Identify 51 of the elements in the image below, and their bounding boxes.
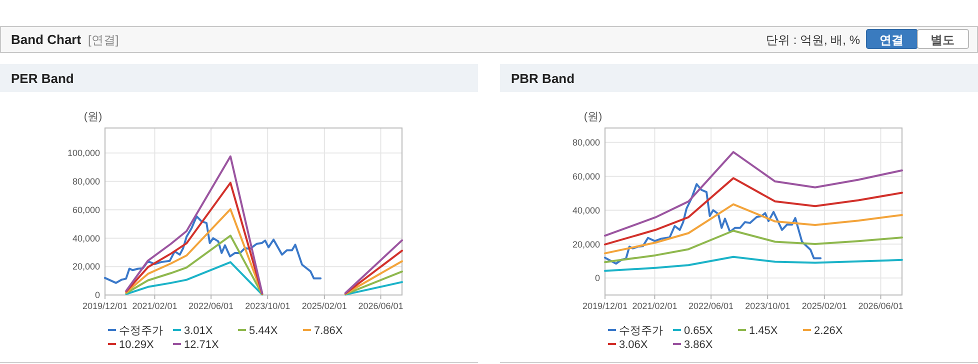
x-tick-label: 2023/10/01 [745, 301, 790, 311]
x-tick-label: 2022/06/01 [688, 301, 734, 311]
legend-label: 3.06X [619, 338, 648, 351]
y-tick-label: 20,000 [572, 239, 600, 250]
x-tick-label: 2026/06/01 [858, 301, 904, 311]
legend-label: 10.29X [119, 338, 155, 351]
text: 단위 : 억원, 배, % [766, 33, 860, 47]
text: Band Chart [11, 32, 82, 47]
y-tick-label: 60,000 [72, 204, 100, 215]
x-tick-label: 2026/06/01 [358, 301, 404, 311]
text: 별도 [930, 33, 954, 47]
x-tick-label: 2019/12/01 [582, 301, 628, 311]
legend-label: 3.01X [184, 324, 214, 337]
line-series [604, 177, 903, 246]
line-series [104, 215, 322, 284]
chart-title: PBR Band [511, 71, 575, 86]
legend-label: 1.45X [749, 324, 778, 337]
chart-title: PER Band [11, 71, 74, 86]
legend-label: 5.44X [249, 324, 278, 337]
x-tick-label: 2021/02/01 [632, 301, 678, 311]
text: [연결] [88, 33, 119, 47]
y-tick-label: 0 [594, 273, 600, 284]
x-tick-label: 2025/02/01 [802, 301, 847, 311]
y-tick-label: 80,000 [572, 138, 600, 148]
legend-label: 12.71X [184, 338, 220, 351]
y-tick-label: 60,000 [572, 171, 600, 182]
y-axis-title: (원) [584, 111, 602, 123]
legend-label: 2.26X [814, 324, 844, 337]
line-series [604, 230, 903, 264]
line-series [604, 256, 903, 272]
line-series [604, 151, 903, 237]
y-tick-label: 40,000 [72, 233, 100, 244]
legend-label: 수정주가 [619, 324, 663, 337]
line-series [604, 203, 903, 254]
line-series [604, 183, 822, 265]
legend-label: 3.86X [684, 338, 714, 351]
text: 연결 [880, 33, 904, 47]
y-tick-label: 0 [94, 290, 100, 300]
x-tick-label: 2019/12/01 [82, 301, 128, 311]
legend-label: 수정주가 [119, 324, 163, 337]
y-tick-label: 80,000 [72, 176, 100, 187]
x-tick-label: 2022/06/01 [188, 301, 234, 311]
x-tick-label: 2025/02/01 [302, 301, 347, 311]
y-axis-title: (원) [84, 111, 102, 123]
x-tick-label: 2021/02/01 [132, 301, 178, 311]
legend-label: 7.86X [314, 324, 344, 337]
legend-label: 0.65X [684, 324, 714, 337]
y-tick-label: 100,000 [67, 148, 100, 158]
x-tick-label: 2023/10/01 [245, 301, 290, 311]
y-tick-label: 20,000 [72, 262, 100, 272]
y-tick-label: 40,000 [572, 205, 600, 216]
